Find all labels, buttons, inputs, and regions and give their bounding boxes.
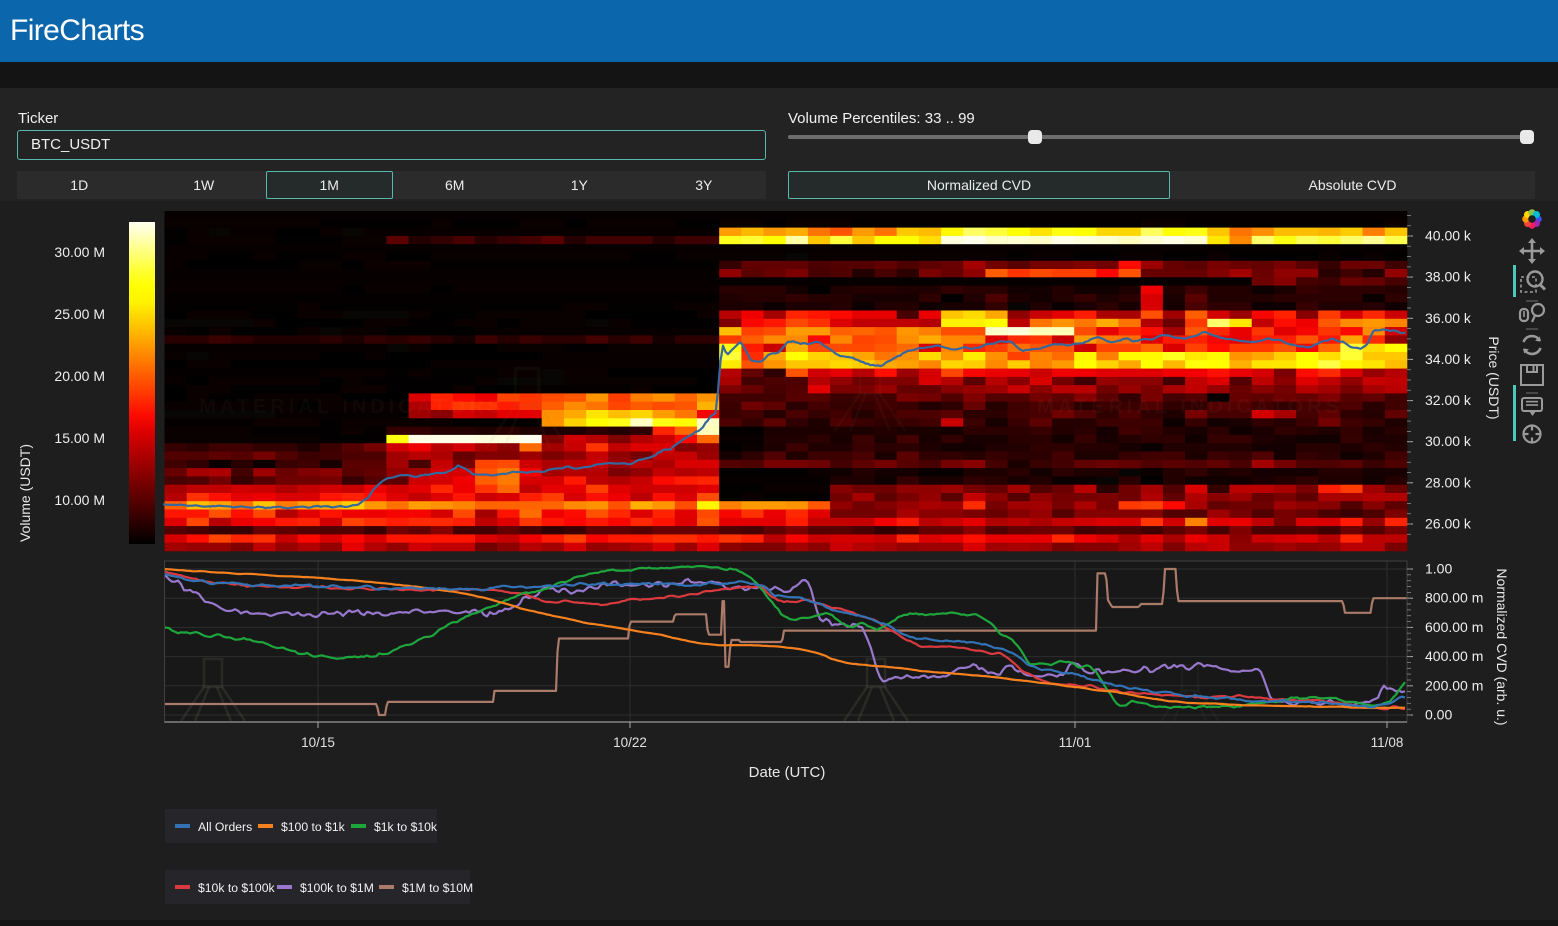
svg-text:38.00 k: 38.00 k <box>1425 269 1472 285</box>
svg-text:1.00: 1.00 <box>1425 561 1452 577</box>
svg-text:20.00 M: 20.00 M <box>54 368 105 384</box>
svg-text:30.00 M: 30.00 M <box>54 244 105 260</box>
svg-text:800.00 m: 800.00 m <box>1425 590 1483 606</box>
svg-text:$1k to $10k: $1k to $10k <box>374 820 438 834</box>
svg-text:36.00 k: 36.00 k <box>1425 310 1472 326</box>
svg-text:40.00 k: 40.00 k <box>1425 228 1472 244</box>
svg-text:$1M to $10M: $1M to $10M <box>402 881 473 895</box>
svg-text:400.00 m: 400.00 m <box>1425 648 1483 664</box>
svg-text:10/15: 10/15 <box>301 735 335 750</box>
svg-text:10/22: 10/22 <box>613 735 647 750</box>
svg-text:34.00 k: 34.00 k <box>1425 351 1472 367</box>
svg-text:Normalized CVD (arb. u.): Normalized CVD (arb. u.) <box>1494 568 1510 725</box>
svg-text:Price (USDT): Price (USDT) <box>1486 336 1502 419</box>
svg-text:25.00 M: 25.00 M <box>54 306 105 322</box>
svg-text:10.00 M: 10.00 M <box>54 492 105 508</box>
svg-text:11/08: 11/08 <box>1371 735 1404 750</box>
svg-text:$10k to $100k: $10k to $100k <box>198 881 275 895</box>
svg-text:Date (UTC): Date (UTC) <box>749 764 826 781</box>
svg-text:600.00 m: 600.00 m <box>1425 619 1483 635</box>
svg-text:26.00 k: 26.00 k <box>1425 516 1472 532</box>
svg-text:30.00 k: 30.00 k <box>1425 433 1472 449</box>
svg-text:28.00 k: 28.00 k <box>1425 474 1472 490</box>
svg-text:0.00: 0.00 <box>1425 707 1452 723</box>
svg-text:15.00 M: 15.00 M <box>54 430 105 446</box>
svg-text:MATERIAL INDICATORS: MATERIAL INDICATORS <box>199 396 505 418</box>
svg-text:Volume (USDT): Volume (USDT) <box>17 444 33 542</box>
svg-text:32.00 k: 32.00 k <box>1425 392 1472 408</box>
svg-text:11/01: 11/01 <box>1059 735 1092 750</box>
svg-text:$100 to $1k: $100 to $1k <box>281 820 346 834</box>
svg-text:All Orders: All Orders <box>198 820 252 834</box>
svg-text:200.00 m: 200.00 m <box>1425 677 1483 693</box>
svg-text:MATERIAL INDICATORS: MATERIAL INDICATORS <box>1037 396 1343 418</box>
svg-text:$100k to $1M: $100k to $1M <box>300 881 374 895</box>
